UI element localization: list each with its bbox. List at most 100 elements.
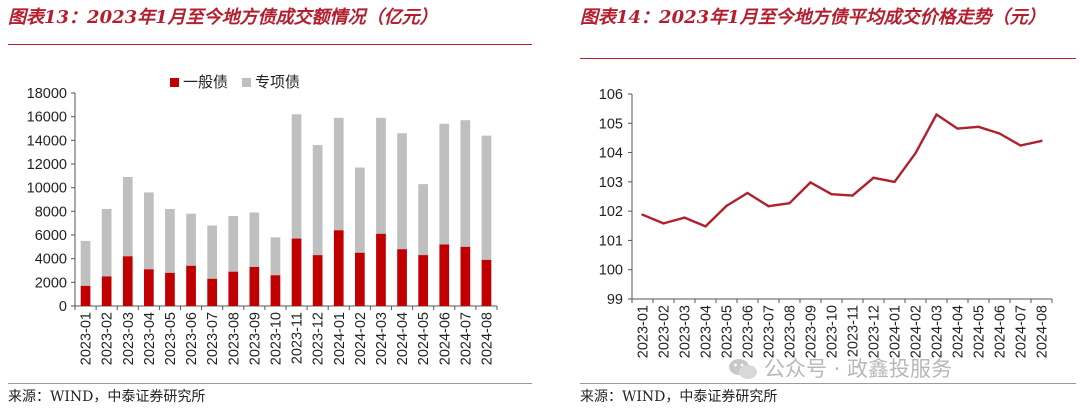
line-point-2023-05 [725, 204, 728, 208]
x-tick-label-2023-01: 2023-01 [636, 305, 652, 358]
y-tick-label-8000: 8000 [35, 204, 67, 220]
bar-2024-06-yiban [439, 244, 450, 306]
y-tick-label-104: 104 [599, 146, 623, 162]
x-tick-label-2024-05: 2024-05 [416, 312, 432, 365]
bar-2024-04-yiban [397, 249, 407, 306]
right-chart-title: 图表14：2023年1月至今地方债平均成交价格走势（元） [580, 7, 1046, 28]
x-tick-label-2023-04: 2023-04 [699, 305, 715, 358]
x-tick-label-2024-04: 2024-04 [395, 312, 411, 365]
bar-2023-11-yiban [291, 238, 302, 306]
bar-2024-03-yiban [376, 233, 386, 306]
line-point-2023-12 [872, 176, 875, 179]
legend-label-1: 专项债 [255, 74, 300, 91]
y-tick-label-103: 103 [599, 175, 623, 191]
bar-2023-03-yiban [122, 256, 133, 306]
y-tick-label-18000: 18000 [27, 86, 67, 102]
x-tick-label-2024-02: 2024-02 [909, 305, 925, 358]
x-tick-label-2024-08: 2024-08 [479, 312, 495, 365]
y-tick-label-105: 105 [599, 116, 623, 132]
x-tick-label-2023-11: 2023-11 [846, 305, 862, 357]
x-tick-label-2023-10: 2023-10 [268, 312, 284, 365]
x-tick-label-2024-01: 2024-01 [888, 305, 904, 358]
bar-2023-08-zhuanxiang [228, 216, 239, 272]
line-point-2023-03 [683, 216, 686, 219]
x-tick-label-2023-06: 2023-06 [741, 305, 757, 358]
x-tick-label-2023-07: 2023-07 [762, 305, 778, 358]
bar-2024-07-zhuanxiang [460, 120, 471, 247]
bar-2024-04-zhuanxiang [397, 133, 407, 250]
line-point-2023-09 [809, 181, 812, 184]
bar-2023-01-zhuanxiang [80, 240, 91, 286]
bar-2023-04-yiban [143, 269, 154, 306]
x-tick-label-2024-06: 2024-06 [437, 312, 453, 365]
right-chart-panel: 图表14：2023年1月至今地方债平均成交价格走势（元） 99 100 101 102… [540, 0, 1080, 409]
price-line [642, 113, 1042, 228]
line-point-2024-06 [998, 132, 1001, 135]
bar-2023-08-yiban [228, 271, 239, 306]
x-tick-label-2023-08: 2023-08 [783, 305, 799, 358]
bar-2024-02-yiban [354, 252, 365, 306]
line-point-2024-02 [914, 151, 917, 155]
y-tick-label-99: 99 [607, 292, 623, 308]
line-point-2023-04 [704, 225, 707, 228]
line-point-2023-10 [830, 192, 833, 196]
right-title-rule [580, 58, 1076, 59]
left-title-rule [8, 44, 532, 45]
x-tick-label-2023-03: 2023-03 [678, 305, 694, 358]
bar-2024-05-yiban [418, 255, 429, 306]
bar-2023-01-yiban [80, 285, 91, 306]
bar-2023-10-zhuanxiang [270, 237, 281, 276]
x-tick-label-2023-06: 2023-06 [184, 312, 200, 365]
x-tick-label-2023-12: 2023-12 [867, 305, 883, 358]
left-source-note: 来源：WIND，中泰证券研究所 [8, 389, 206, 405]
bar-2023-03-zhuanxiang [122, 177, 133, 257]
bar-2023-07-yiban [207, 278, 218, 306]
x-tick-label-2023-11: 2023-11 [290, 312, 306, 364]
y-tick-label-0: 0 [59, 299, 67, 315]
watermark: 公众号 · 政鑫投服务 [728, 353, 952, 383]
y-tick-label-14000: 14000 [27, 133, 67, 149]
x-tick-label-2023-02: 2023-02 [100, 312, 116, 365]
left-bottom-rule [8, 383, 532, 384]
line-point-2024-07 [1019, 144, 1022, 147]
x-tick-label-2024-05: 2024-05 [972, 305, 988, 358]
y-tick-label-100: 100 [599, 263, 623, 279]
bar-2024-08-yiban [481, 259, 492, 306]
x-tick-label-2024-01: 2024-01 [332, 312, 348, 365]
bar-2023-05-yiban [165, 272, 175, 306]
x-tick-label-2024-06: 2024-06 [993, 305, 1009, 358]
bar-2023-09-zhuanxiang [249, 212, 260, 267]
right-bottom-rule [580, 383, 1076, 384]
y-tick-label-4000: 4000 [35, 252, 67, 268]
y-tick-label-2000: 2000 [35, 275, 67, 291]
x-tick-label-2023-07: 2023-07 [205, 312, 221, 365]
watermark-text: 公众号 · 政鑫投服务 [764, 357, 953, 381]
bar-2023-02-yiban [101, 276, 112, 306]
line-point-2024-08 [1040, 139, 1043, 143]
right-source-note: 来源：WIND，中泰证券研究所 [580, 389, 778, 405]
left-chart-panel: 图表13：2023年1月至今地方债成交额情况（亿元） 0 2000 4000 6000… [8, 7, 532, 405]
y-tick-label-12000: 12000 [27, 157, 67, 173]
line-point-2023-01 [641, 213, 644, 216]
y-tick-label-101: 101 [599, 233, 623, 249]
x-tick-label-2023-04: 2023-04 [142, 312, 158, 365]
x-tick-label-2023-08: 2023-08 [226, 312, 242, 365]
legend-swatch-1 [242, 78, 251, 87]
line-point-2024-01 [893, 180, 896, 184]
bar-2023-02-zhuanxiang [101, 208, 112, 277]
x-tick-label-2023-05: 2023-05 [163, 312, 179, 365]
bar-2024-02-zhuanxiang [354, 167, 365, 253]
bar-2023-04-zhuanxiang [143, 192, 154, 270]
x-tick-label-2024-02: 2024-02 [353, 312, 369, 365]
bar-2024-01-zhuanxiang [333, 117, 344, 231]
x-tick-label-2024-04: 2024-04 [951, 305, 967, 358]
bar-2023-06-yiban [186, 265, 196, 306]
x-tick-label-2023-09: 2023-09 [247, 312, 263, 365]
y-tick-label-102: 102 [599, 204, 623, 220]
bar-2024-08-zhuanxiang [481, 135, 492, 260]
x-tick-label-2023-09: 2023-09 [804, 305, 820, 358]
x-tick-label-2024-03: 2024-03 [930, 305, 946, 358]
bar-2023-12-zhuanxiang [312, 145, 323, 256]
y-tick-label-10000: 10000 [27, 181, 67, 197]
line-point-2023-11 [851, 194, 854, 197]
